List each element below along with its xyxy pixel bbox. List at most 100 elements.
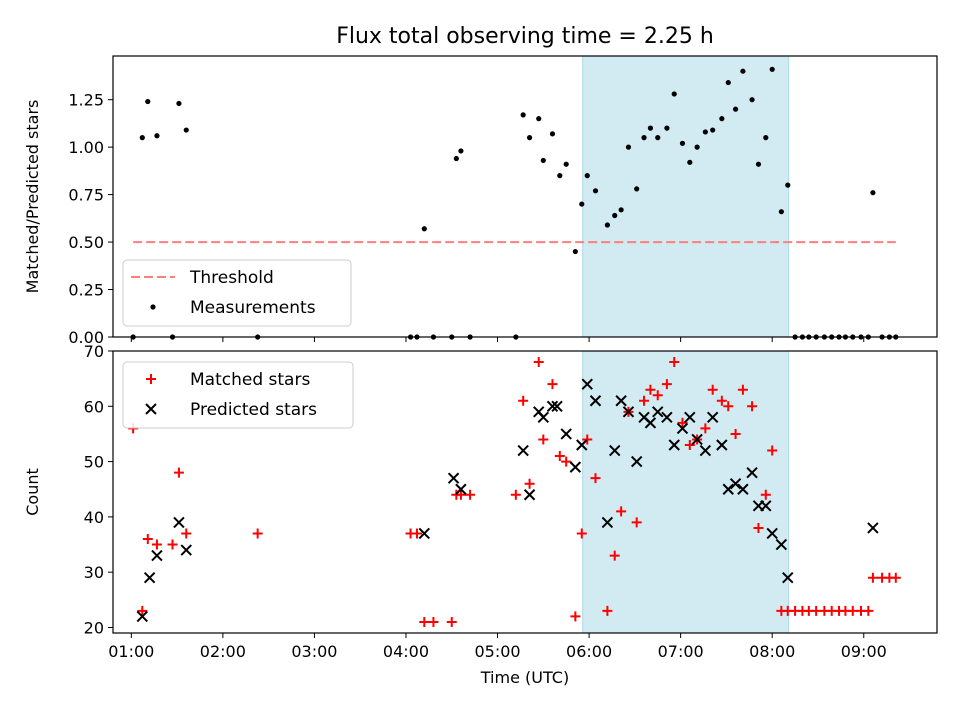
measurement-point [549, 131, 556, 137]
observing-window-region [582, 55, 790, 338]
measurement-point [664, 125, 670, 131]
measurement-point [785, 182, 791, 188]
predicted-stars-marker [537, 411, 550, 424]
predicted-stars-marker [716, 439, 728, 451]
matched-stars-marker [465, 489, 476, 500]
predicted-stars-marker [775, 538, 788, 551]
matched-stars-marker [760, 489, 771, 500]
matched-stars-marker [737, 384, 748, 395]
matched-stars-marker [602, 605, 613, 616]
x-tick-label: 05:00 [474, 642, 520, 661]
measurement-point [540, 157, 546, 164]
y-tick-label: 20 [84, 618, 104, 637]
predicted-stars-marker [609, 444, 621, 457]
predicted-stars-marker [760, 500, 772, 512]
y-axis-label: Count [23, 468, 42, 516]
measurement-point [719, 116, 725, 122]
matched-stars-marker [510, 489, 521, 500]
matched-stars-marker [137, 605, 148, 616]
measurement-point [536, 116, 542, 122]
predicted-stars-marker [151, 549, 163, 562]
measurement-point [763, 135, 769, 141]
predicted-stars-marker [143, 571, 156, 584]
matched-stars-marker [518, 395, 529, 406]
measurement-point [612, 212, 618, 219]
measurement-point [526, 135, 533, 141]
matched-stars-marker [570, 611, 581, 622]
measurement-point [421, 226, 427, 232]
matched-stars-marker [142, 534, 153, 544]
matched-stars-marker [753, 522, 764, 533]
matched-stars-marker [524, 478, 535, 489]
predicted-stars-marker [180, 544, 192, 556]
predicted-stars-marker [447, 472, 460, 484]
measurement-point [563, 161, 569, 167]
matched-stars-marker [669, 357, 680, 368]
predicted-stars-marker [517, 444, 529, 457]
bottom-panel: 20 30 40 50 60 70 01:00 02:00 03:00 04:00 05:00 06:… [23, 342, 938, 687]
legend-predicted-swatch [145, 403, 157, 415]
predicted-stars-marker [615, 395, 627, 407]
measurement-point [183, 127, 189, 133]
measurement-point [679, 140, 686, 146]
predicted-stars-marker [581, 378, 593, 390]
measurement-point [139, 135, 145, 141]
y-tick-label: 30 [84, 563, 104, 582]
legend-box [122, 361, 354, 429]
matched-stars-marker [419, 616, 430, 627]
measurement-point [584, 173, 590, 179]
legend-measurements-swatch [150, 304, 156, 310]
predicted-stars-marker [766, 527, 778, 540]
y-tick-label: 0.00 [68, 328, 104, 347]
matched-stars-marker [684, 440, 695, 450]
matched-stars-marker [890, 572, 901, 583]
matched-stars-marker [446, 616, 457, 627]
predicted-stars-marker [576, 439, 588, 451]
x-axis-label: Time (UTC) [480, 668, 569, 687]
predicted-stars-marker [782, 571, 794, 584]
x-tick-label: 06:00 [566, 642, 612, 661]
measurement-point [458, 148, 464, 154]
predicted-stars-marker [136, 610, 149, 623]
predicted-stars-marker [173, 516, 185, 529]
matched-stars-marker [561, 456, 572, 467]
measurement-point [145, 98, 151, 105]
measurement-point [572, 248, 578, 255]
matched-stars-marker [455, 489, 466, 500]
legend-matched-swatch [146, 374, 156, 384]
matched-stars-marker [747, 401, 758, 412]
matched-stars-marker [707, 384, 718, 395]
predicted-stars-marker [418, 527, 430, 540]
legend-predicted-label: Predicted stars [190, 400, 317, 420]
axes-frame [112, 350, 938, 634]
predicted-stars-marker [589, 395, 602, 407]
matched-stars-marker [609, 550, 620, 561]
matched-stars-marker [767, 445, 778, 456]
series-matched-stars [128, 357, 901, 627]
predicted-stars-marker [551, 400, 563, 413]
predicted-stars-marker [630, 455, 643, 468]
matched-stars-marker [730, 428, 741, 439]
matched-stars-marker [661, 379, 672, 390]
chart-title: Flux total observing time = 2.25 h [336, 24, 714, 49]
axes-frame [112, 55, 938, 338]
matched-stars-marker [677, 417, 688, 428]
x-tick-label: 01:00 [108, 642, 154, 661]
measurement-point [671, 91, 677, 97]
legend-matched-label: Matched stars [190, 370, 310, 390]
matched-stars-marker [533, 357, 544, 368]
predicted-stars-marker [560, 428, 572, 440]
y-tick-label: 60 [84, 397, 104, 416]
matched-stars-marker [867, 572, 878, 583]
matched-stars-marker [716, 395, 727, 406]
measurement-point [710, 127, 716, 133]
top-panel: 0.00 0.25 0.50 0.75 1.00 1.25 Flux total obser… [23, 24, 938, 347]
predicted-stars-marker [569, 461, 582, 473]
predicted-stars-marker [644, 417, 657, 429]
y-tick-label: 0.75 [68, 186, 104, 205]
x-tick-label: 08:00 [749, 642, 795, 661]
predicted-stars-marker [722, 483, 734, 495]
measurement-point [725, 79, 731, 86]
series-predicted-stars [136, 378, 879, 623]
